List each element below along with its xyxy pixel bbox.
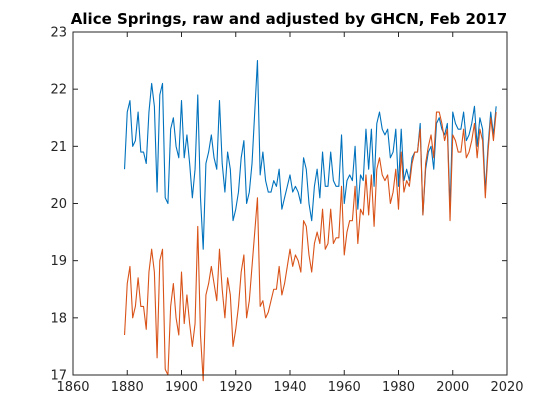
ticks-group: 1860 1880 1900 1920 1940 1960 1980 2000 20201718… — [50, 26, 523, 396]
y-tick-label: 19 — [50, 254, 67, 269]
series-line-2 — [123, 111, 497, 382]
x-tick-label: 1940 — [273, 380, 306, 395]
y-tick-label: 20 — [50, 197, 67, 212]
y-tick-label: 23 — [50, 26, 67, 41]
x-tick-label: 2000 — [436, 380, 469, 395]
y-tick-label: 17 — [50, 369, 67, 384]
y-tick-label: 18 — [50, 311, 67, 326]
y-tick-label: 21 — [50, 140, 67, 155]
x-tick-label: 1860 — [56, 380, 89, 395]
y-tick-label: 22 — [50, 83, 67, 98]
series-group — [123, 60, 497, 382]
x-tick-label: 1920 — [219, 380, 252, 395]
x-tick-label: 1900 — [165, 380, 198, 395]
series-line-1 — [123, 60, 497, 250]
x-tick-label: 1960 — [328, 380, 361, 395]
x-tick-label: 1980 — [382, 380, 415, 395]
plot-background — [73, 32, 507, 375]
chart-title: Alice Springs, raw and adjusted by GHCN,… — [71, 10, 507, 28]
x-tick-label: 2020 — [490, 380, 523, 395]
x-tick-label: 1880 — [111, 380, 144, 395]
